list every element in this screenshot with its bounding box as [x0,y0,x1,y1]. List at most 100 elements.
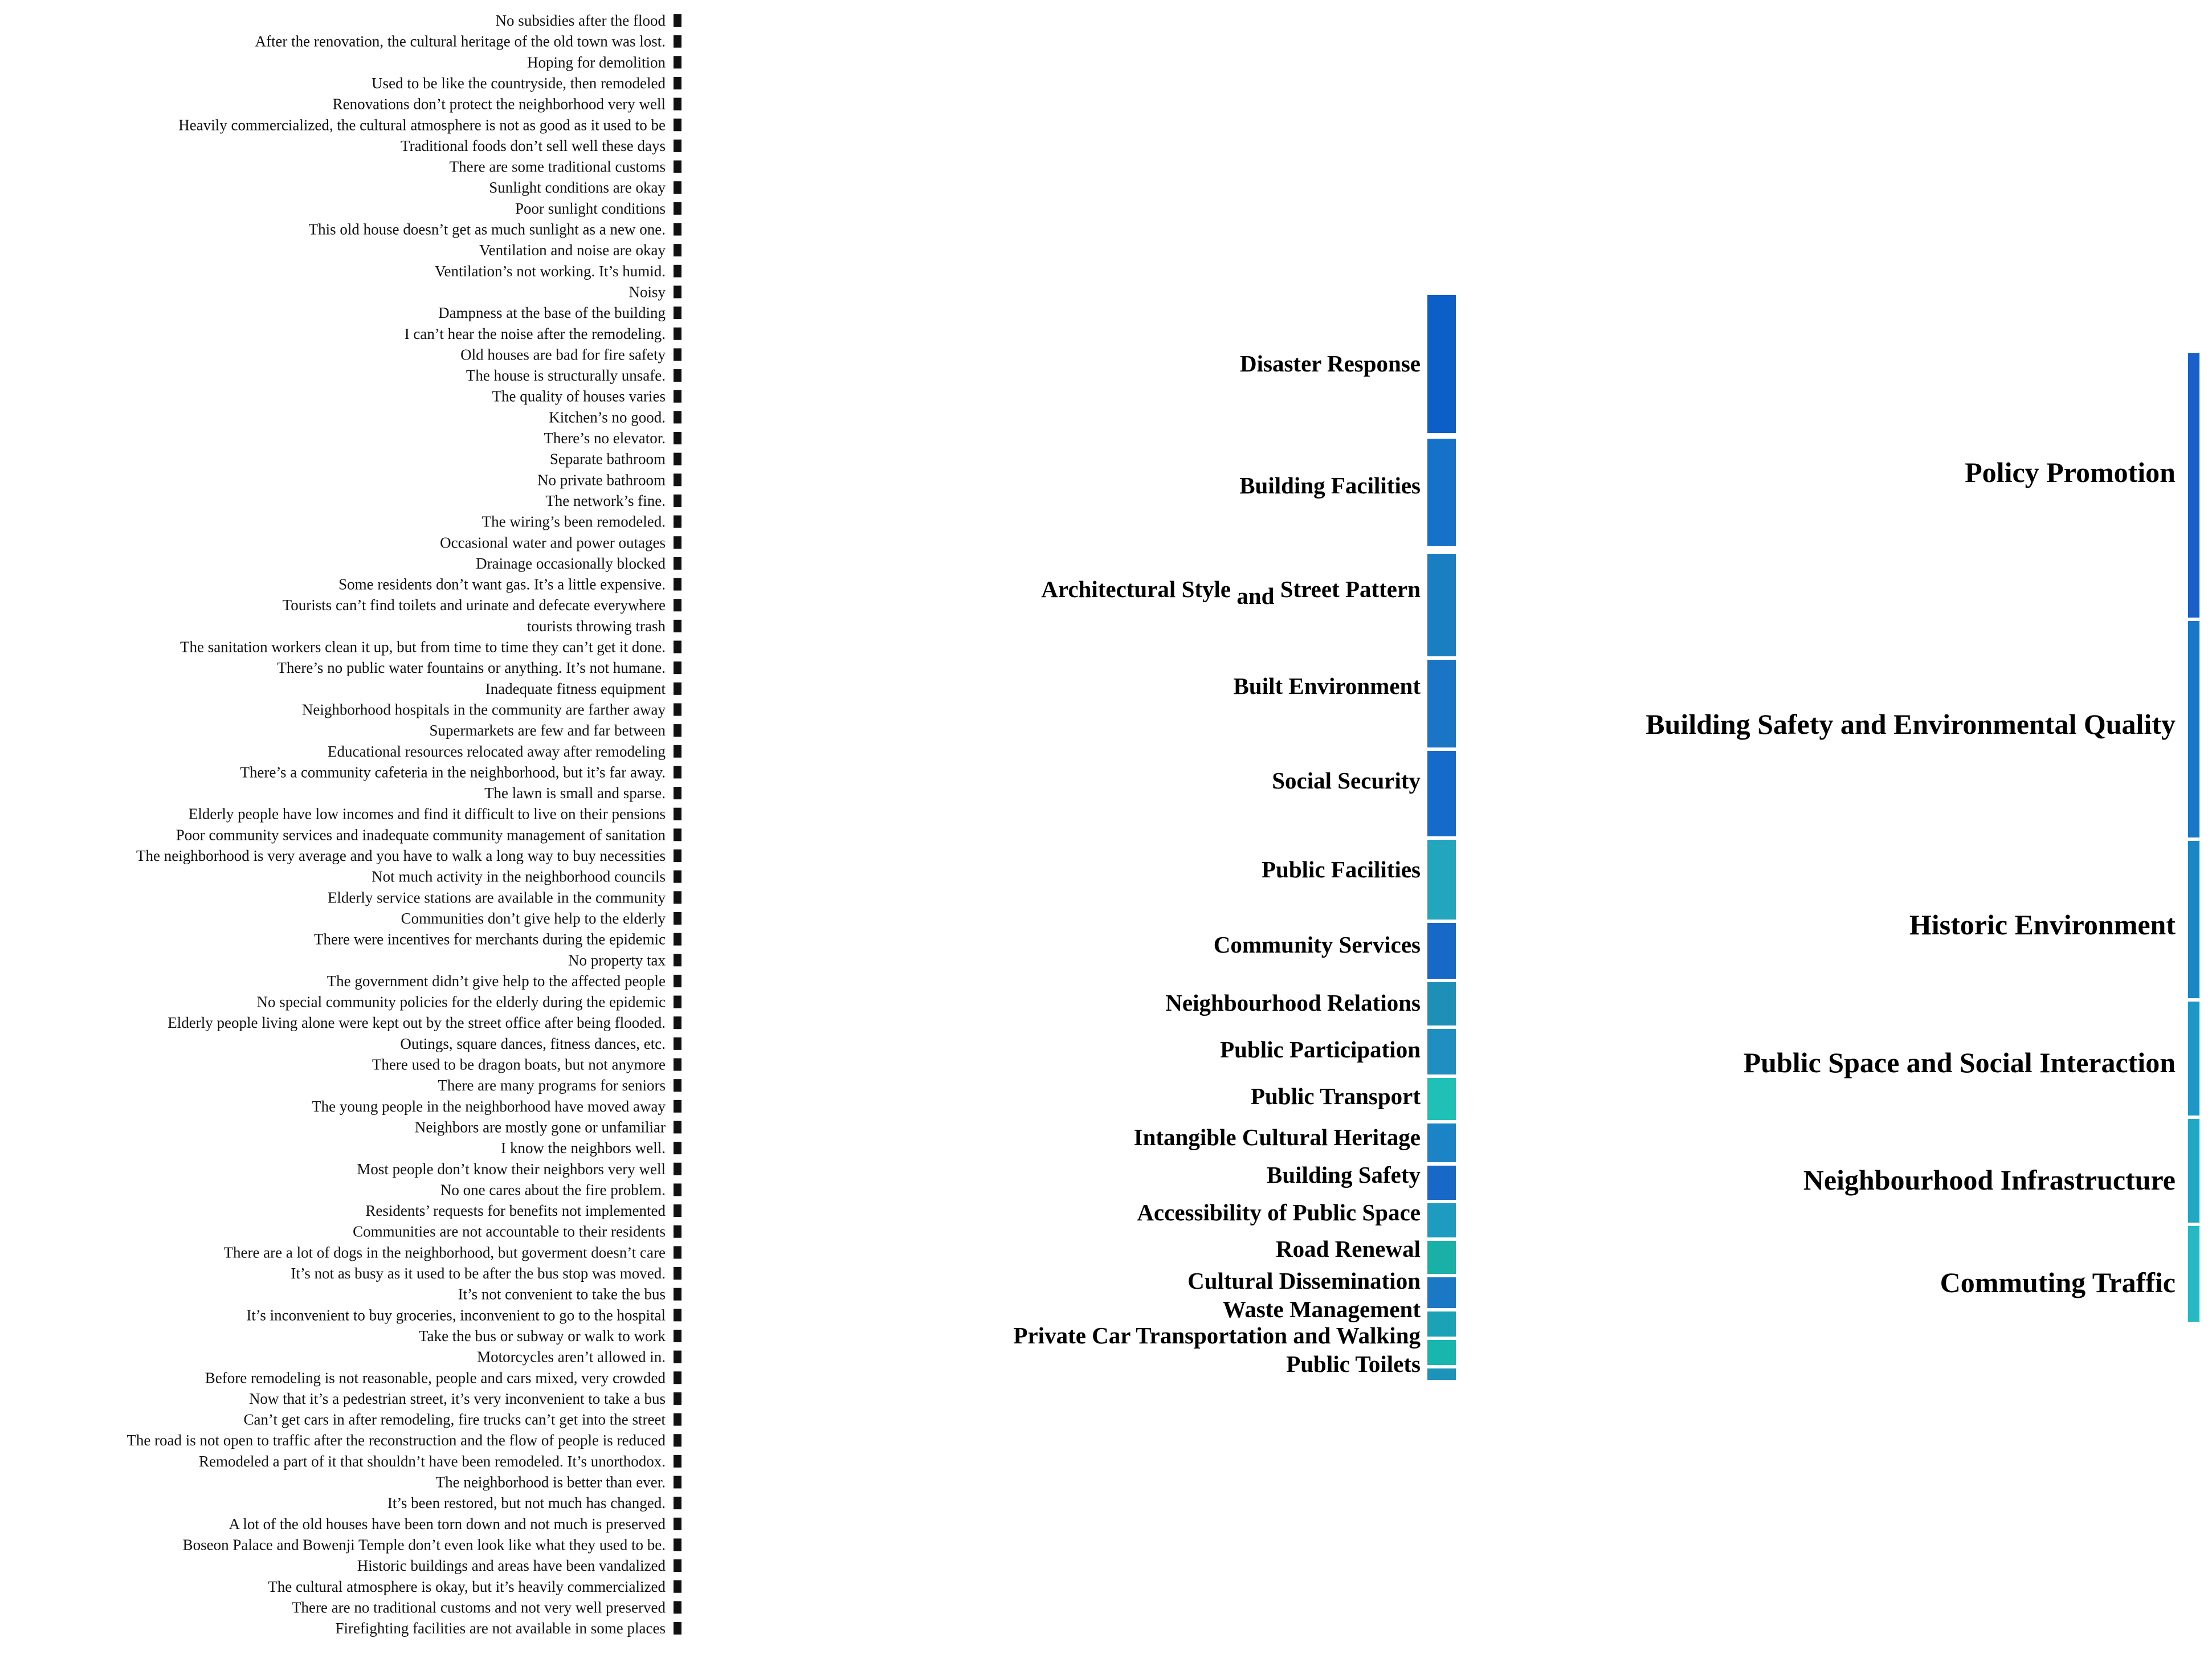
category-node-intangible-cultural-heritage [1427,1123,1456,1162]
link-kitchen-s-no-good [681,412,1427,481]
category-label-building-safety: Building Safety [1267,1162,1421,1188]
source-node-neighborhood-hospitals-in-the-community-are-fart [674,703,681,716]
category-label-intangible-cultural-heritage: Intangible Cultural Heritage [1134,1124,1421,1150]
source-label: Take the bus or subway or walk to work [419,1327,666,1345]
source-node-it-s-inconvenient-to-buy-groceries-inconvenient- [674,1309,681,1322]
source-node-old-houses-are-bad-for-fire-safety [674,348,681,361]
source-label: There are no traditional customs and not… [292,1599,666,1616]
category-node-community-services [1427,923,1456,979]
source-label: Supermarkets are few and far between [429,722,666,739]
theme-label-tail: Environmental Quality [1893,708,2176,740]
link-category-10-to-theme-2 [1456,907,2188,1162]
source-node-communities-don-t-give-help-to-the-elderly [674,912,681,925]
source-label: A lot of the old houses have been torn d… [229,1515,666,1533]
source-label: Communities don’t give help to the elder… [401,910,666,927]
source-node-dampness-at-the-base-of-the-building [674,307,681,320]
category-label-public-facilities: Public Facilities [1262,856,1421,882]
source-node-tourists-can-t-find-toilets-and-urinate-and-defe [674,599,681,612]
source-label: There were incentives for merchants duri… [314,931,666,948]
source-node-elderly-people-have-low-incomes-and-find-it-diff [674,807,681,820]
source-label: Renovations don’t protect the neighborho… [333,96,666,113]
source-label: There are some traditional customs [450,158,666,175]
source-label: No property tax [568,951,666,969]
source-node-there-are-no-traditional-customs-and-not-very-we [674,1601,681,1614]
source-node-no-private-bathroom [674,473,681,487]
source-node-renovations-don-t-protect-the-neighborhood-very- [674,97,681,111]
category-node-public-participation [1427,1029,1456,1074]
source-label: The young people in the neighborhood hav… [312,1098,666,1115]
source-label: It’s not as busy as it used to be after … [291,1265,666,1282]
source-statement-labels: No subsidies after the flood After the re… [126,12,666,1637]
source-label: Outings, square dances, fitness dances, … [400,1035,666,1052]
source-label: Can’t get cars in after remodeling, fire… [244,1411,666,1428]
source-node-communities-are-not-accountable-to-their-residen [674,1225,681,1238]
theme-node-historic-environment [2188,841,2199,998]
source-label: No special community policies for the el… [256,994,666,1011]
link-dampness-at-the-base-of-the-building [681,308,1427,460]
source-node-there-are-a-lot-of-dogs-in-the-neighborhood-but- [674,1246,681,1259]
source-label: Poor sunlight conditions [515,200,666,217]
source-label: The government didn’t give help to the a… [327,973,666,990]
source-node-it-s-been-restored-but-not-much-has-changed [674,1497,681,1510]
source-node-no-property-tax [674,954,681,967]
category-node-architectural-style [1427,554,1456,656]
source-label: There’s no elevator. [544,430,666,447]
category-node-neighbourhood-relations [1427,982,1456,1025]
source-label: There’s a community cafeteria in the nei… [240,763,666,781]
source-label: Some residents don’t want gas. It’s a li… [338,576,666,593]
source-label: The road is not open to traffic after th… [126,1432,666,1449]
source-label: I can’t hear the noise after the remodel… [405,325,666,342]
source-node-the-neighborhood-is-very-average-and-you-have-to [674,849,681,862]
source-node-drainage-occasionally-blocked [674,557,681,570]
source-label: Occasional water and power outages [440,534,666,551]
category-node-public-toilets [1427,1368,1456,1380]
link-renovations-don-t-protect-the-neighborhood-very- [681,99,1427,583]
source-label: It’s been restored, but not much has cha… [387,1494,666,1511]
source-label: The network’s fine. [545,492,666,509]
source-label: The house is structurally unsafe. [466,367,666,384]
theme-label-main: Building Safety [1646,708,1840,740]
source-node-the-lawn-is-small-and-sparse [674,787,681,800]
source-label: Poor community services and inadequate c… [176,826,666,843]
theme-node-neighbourhood-infrastructure [2188,1119,2199,1223]
category-label-architectural-style: Architectural Style and Street Pattern [1041,576,1421,609]
source-node-separate-bathroom [674,452,681,465]
link-category-11-to-theme-1 [1456,773,2188,1200]
link-elderly-people-have-low-incomes-and-find-it-diff [681,808,1427,822]
link-category-1-to-theme-4 [1456,514,2188,1140]
link-the-lawn-is-small-and-sparse [681,788,1427,920]
theme-label-neighbourhood-infrastructure: Neighbourhood Infrastructure [1803,1164,2176,1196]
source-label: Residents’ requests for benefits not imp… [365,1202,666,1219]
source-node-it-s-not-as-busy-as-it-used-to-be-after-the-bus- [674,1267,681,1280]
source-node-neighbors-are-mostly-gone-or-unfamiliar [674,1121,681,1134]
link-heavily-commercialized-the-cultural-atmosphere-i [681,120,1427,1288]
source-label: Neighbors are mostly gone or unfamiliar [415,1118,666,1135]
source-statement-nodes [674,14,681,1635]
source-node-after-the-renovation-the-cultural-heritage-of-th [674,35,681,48]
source-label: The sanitation workers clean it up, but … [180,639,666,656]
category-node-social-security [1427,751,1456,836]
source-label: Now that it’s a pedestrian street, it’s … [249,1390,666,1407]
category-label-tail: Street Pattern [1280,576,1421,602]
source-label: Ventilation’s not working. It’s humid. [435,263,666,280]
source-node-outings-square-dances-fitness-dances-etc [674,1037,681,1050]
category-label-main: Architectural Style [1041,576,1236,602]
source-node-the-young-people-in-the-neighborhood-have-moved- [674,1100,681,1113]
source-node-sunlight-conditions-are-okay [674,181,681,194]
source-node-poor-sunlight-conditions [674,202,681,215]
category-node-building-safety [1427,1166,1456,1200]
source-node-occasional-water-and-power-outages [674,536,681,549]
source-node-motorcycles-aren-t-allowed-in [674,1350,681,1363]
source-label: Elderly people have low incomes and find… [189,806,666,823]
source-node-hoping-for-demolition [674,56,681,69]
source-node-can-t-get-cars-in-after-remodeling-fire-trucks-c [674,1413,681,1426]
source-label: No one cares about the fire problem. [440,1181,666,1198]
theme-labels: Policy Promotion Building Safety and Envi… [1646,456,2176,1298]
source-node-there-are-many-programs-for-seniors [674,1079,681,1092]
theme-nodes [2188,353,2199,1322]
source-label: Firefighting facilities are not availabl… [335,1620,666,1637]
source-label: The quality of houses varies [492,388,666,405]
source-node-i-can-t-hear-the-noise-after-the-remodeling [674,327,681,340]
source-label: The cultural atmosphere is okay, but it’… [268,1578,666,1595]
